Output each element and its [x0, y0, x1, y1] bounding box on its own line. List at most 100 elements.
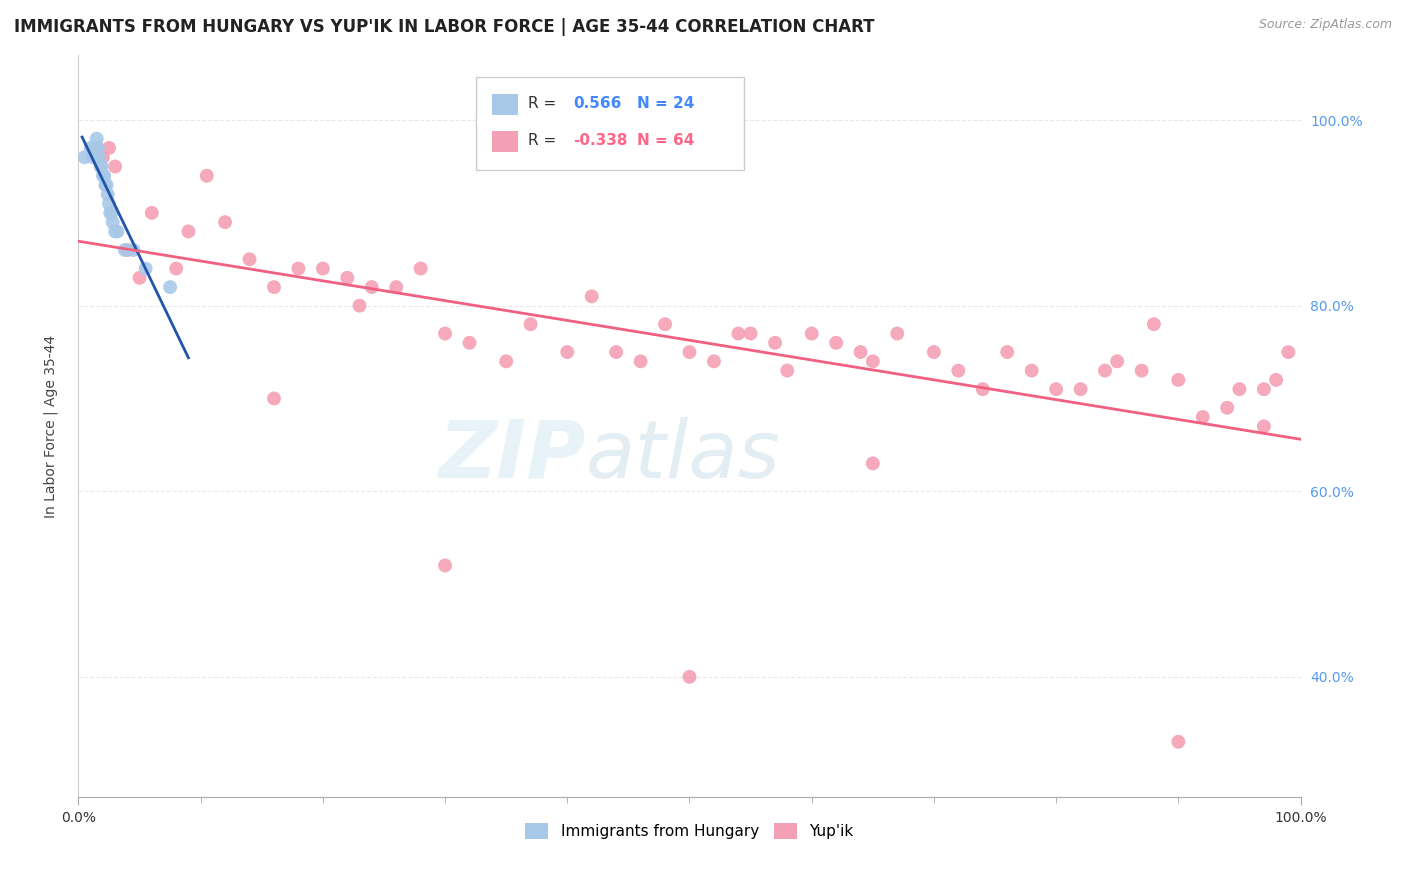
- Text: R =: R =: [529, 95, 561, 111]
- Point: [776, 363, 799, 377]
- Point: [84, 141, 107, 155]
- Point: [312, 261, 335, 276]
- Point: [93, 169, 115, 183]
- Point: [89, 150, 111, 164]
- Text: atlas: atlas: [586, 417, 780, 495]
- Point: [82, 150, 104, 164]
- Point: [555, 345, 578, 359]
- Point: [678, 345, 700, 359]
- Point: [862, 457, 884, 471]
- Point: [195, 169, 218, 183]
- Point: [409, 261, 432, 276]
- Point: [86, 131, 108, 145]
- Point: [165, 261, 187, 276]
- Point: [128, 270, 150, 285]
- Point: [263, 392, 285, 406]
- Point: [1265, 373, 1288, 387]
- Point: [238, 252, 260, 267]
- Text: 0.566: 0.566: [574, 95, 621, 111]
- Text: R =: R =: [529, 133, 561, 148]
- Point: [1216, 401, 1239, 415]
- Legend: Immigrants from Hungary, Yup'ik: Immigrants from Hungary, Yup'ik: [519, 817, 859, 846]
- Point: [91, 150, 114, 164]
- Point: [886, 326, 908, 341]
- Point: [159, 280, 181, 294]
- Point: [1130, 363, 1153, 377]
- Point: [995, 345, 1018, 359]
- Point: [287, 261, 309, 276]
- Point: [434, 326, 457, 341]
- Point: [703, 354, 725, 368]
- Point: [1277, 345, 1299, 359]
- Point: [349, 299, 371, 313]
- Point: [727, 326, 749, 341]
- Point: [122, 243, 145, 257]
- Point: [114, 243, 136, 257]
- Point: [800, 326, 823, 341]
- Point: [360, 280, 382, 294]
- Point: [519, 317, 541, 331]
- Point: [73, 150, 96, 164]
- Point: [135, 261, 157, 276]
- Point: [94, 178, 117, 192]
- Point: [214, 215, 236, 229]
- Point: [434, 558, 457, 573]
- Point: [86, 141, 108, 155]
- Point: [1167, 373, 1189, 387]
- Point: [79, 141, 101, 155]
- Point: [654, 317, 676, 331]
- Point: [605, 345, 627, 359]
- Point: [678, 670, 700, 684]
- Point: [97, 187, 120, 202]
- Point: [100, 206, 122, 220]
- Point: [1070, 382, 1092, 396]
- FancyBboxPatch shape: [475, 78, 745, 170]
- Y-axis label: In Labor Force | Age 35-44: In Labor Force | Age 35-44: [44, 334, 58, 518]
- Point: [630, 354, 652, 368]
- Point: [141, 206, 163, 220]
- Text: -0.338: -0.338: [574, 133, 628, 148]
- Point: [1167, 735, 1189, 749]
- Point: [1253, 419, 1275, 434]
- Point: [96, 178, 118, 192]
- Point: [177, 224, 200, 238]
- Point: [263, 280, 285, 294]
- Point: [385, 280, 408, 294]
- Point: [1253, 382, 1275, 396]
- Point: [1229, 382, 1251, 396]
- Point: [1107, 354, 1129, 368]
- Point: [98, 141, 121, 155]
- Bar: [492, 131, 519, 152]
- Point: [1021, 363, 1043, 377]
- Point: [948, 363, 970, 377]
- Point: [89, 160, 111, 174]
- Point: [117, 243, 139, 257]
- Point: [581, 289, 603, 303]
- Point: [825, 335, 848, 350]
- Point: [336, 270, 359, 285]
- Point: [458, 335, 481, 350]
- Point: [104, 224, 127, 238]
- Text: N = 64: N = 64: [637, 133, 695, 148]
- Point: [98, 196, 121, 211]
- Point: [104, 160, 127, 174]
- Point: [740, 326, 762, 341]
- Point: [1094, 363, 1116, 377]
- Point: [1191, 410, 1213, 425]
- Text: ZIP: ZIP: [439, 417, 586, 495]
- Point: [1045, 382, 1067, 396]
- Point: [862, 354, 884, 368]
- Point: [922, 345, 945, 359]
- Point: [107, 224, 129, 238]
- Text: N = 24: N = 24: [637, 95, 695, 111]
- Point: [98, 206, 121, 220]
- Point: [91, 169, 114, 183]
- Text: Source: ZipAtlas.com: Source: ZipAtlas.com: [1258, 18, 1392, 31]
- Text: IMMIGRANTS FROM HUNGARY VS YUP'IK IN LABOR FORCE | AGE 35-44 CORRELATION CHART: IMMIGRANTS FROM HUNGARY VS YUP'IK IN LAB…: [14, 18, 875, 36]
- Bar: [492, 94, 519, 114]
- Point: [90, 160, 112, 174]
- Point: [87, 141, 110, 155]
- Point: [1143, 317, 1166, 331]
- Point: [972, 382, 994, 396]
- Point: [849, 345, 872, 359]
